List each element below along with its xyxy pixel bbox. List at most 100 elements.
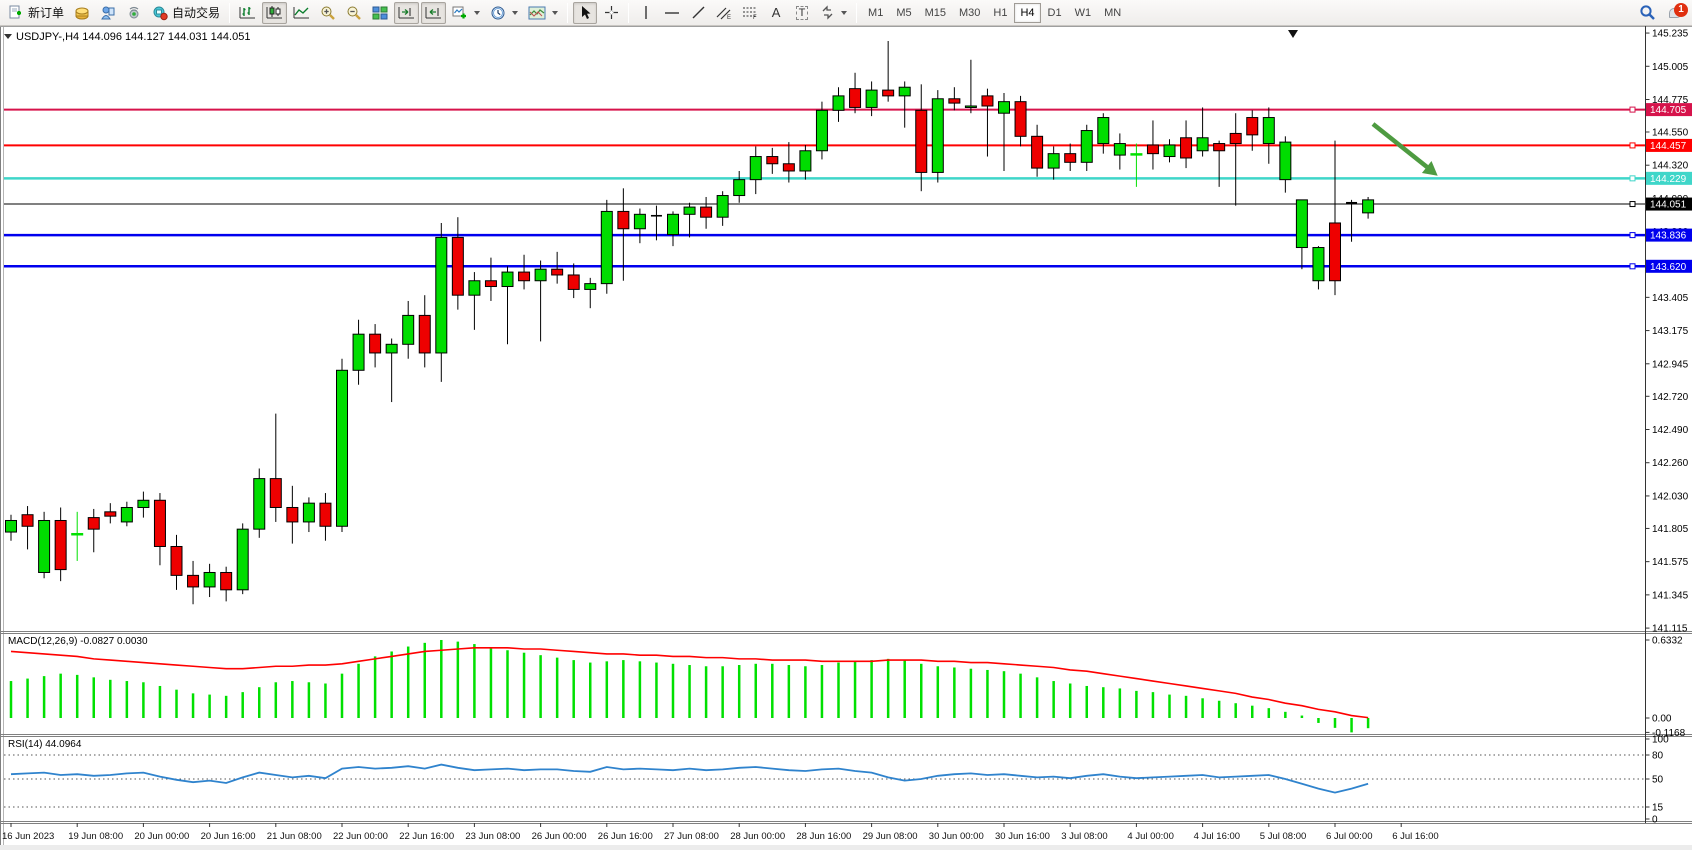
candle-down <box>551 268 564 276</box>
macd-histogram-bar <box>307 682 311 718</box>
auto-scroll-button[interactable] <box>394 1 420 24</box>
candlestick-mode-button[interactable] <box>262 1 288 24</box>
timeframe-button-H4[interactable]: H4 <box>1014 2 1041 23</box>
add-indicator-icon <box>452 6 467 19</box>
crosshair-tool-button[interactable] <box>599 2 623 24</box>
zoom-in-button[interactable] <box>316 2 340 24</box>
candle-up <box>1312 247 1325 282</box>
search-button[interactable] <box>1635 2 1660 24</box>
timeframe-button-MN[interactable]: MN <box>1104 6 1122 19</box>
candle-up <box>964 105 977 108</box>
chart-canvas[interactable]: 145.235 145.005 144.775 144.550 144.320 144.0… <box>0 26 1692 850</box>
text-label-tool-button[interactable]: T <box>790 2 814 24</box>
svg-text:F: F <box>753 15 757 20</box>
candle-down <box>104 511 117 517</box>
candle-down <box>153 499 166 547</box>
date-label: 29 Jun 08:00 <box>863 831 918 842</box>
candle-up <box>352 333 365 371</box>
candle-down <box>451 236 464 296</box>
candle-up <box>1295 199 1308 249</box>
macd-histogram-bar <box>1300 715 1304 718</box>
hline-handle[interactable] <box>1629 106 1636 113</box>
timeframe-button-M1[interactable]: M1 <box>868 6 884 19</box>
line-chart-mode-button[interactable] <box>289 2 314 24</box>
indicators-button[interactable] <box>448 2 484 24</box>
timeframe-button-W1[interactable]: W1 <box>1074 6 1092 19</box>
macd-histogram-bar <box>638 661 642 718</box>
macd-histogram-bar <box>920 663 923 718</box>
candle-up <box>733 179 746 197</box>
macd-label: MACD(12,26,9) -0.0827 0.0030 <box>8 636 148 647</box>
timeframe-button-M15[interactable]: M15 <box>924 6 946 19</box>
candle-up <box>435 236 448 354</box>
autotrading-button[interactable]: 自动交易 <box>148 2 224 24</box>
new-order-button[interactable]: 新订单 <box>4 2 68 24</box>
candle-down <box>882 89 895 97</box>
candle-up <box>302 502 315 523</box>
trendline-tool-button[interactable] <box>686 2 710 24</box>
market-watch-icon <box>101 6 115 19</box>
macd-histogram-bar <box>1135 690 1138 718</box>
price-tick-label: 145.235 <box>1652 29 1689 40</box>
horizontal-line-tool-button[interactable] <box>660 2 684 24</box>
hline-handle[interactable] <box>1629 232 1636 239</box>
chart-profile-button[interactable] <box>70 2 94 24</box>
timeframe-button-M30[interactable]: M30 <box>959 6 981 19</box>
fibonacci-tool-button[interactable]: F <box>738 2 762 24</box>
price-badge <box>1646 197 1692 211</box>
chart-shift-marker[interactable] <box>1288 30 1298 38</box>
window-bottom-strip <box>0 845 1692 850</box>
notifications-button[interactable]: 1 <box>1662 2 1688 24</box>
candle-up <box>584 283 597 290</box>
macd-histogram-bar <box>1333 718 1337 728</box>
channel-tool-button[interactable]: E <box>712 2 736 24</box>
dropdown-caret <box>841 10 848 15</box>
macd-histogram-bar <box>258 687 261 718</box>
timeframe-button-D1[interactable]: D1 <box>1047 6 1062 19</box>
macd-histogram-bar <box>506 650 509 718</box>
signal-icon <box>129 6 139 18</box>
price-tick-label: 143.405 <box>1652 293 1689 304</box>
timeframe-button-M5[interactable]: M5 <box>896 6 912 19</box>
vertical-line-tool-button[interactable] <box>634 2 658 24</box>
arrow-annotation-shaft[interactable] <box>1371 122 1429 169</box>
price-badge <box>1646 259 1692 273</box>
price-tick-label: 141.805 <box>1652 524 1689 535</box>
arrows-tool-button[interactable] <box>816 2 851 24</box>
candle-down <box>21 514 34 527</box>
date-label: 4 Jul 00:00 <box>1127 831 1173 842</box>
macd-histogram-bar <box>1085 685 1088 718</box>
text-tool-button[interactable]: A <box>764 2 788 24</box>
hline-handle[interactable] <box>1629 142 1636 149</box>
market-watch-button[interactable] <box>96 2 120 24</box>
periods-button[interactable] <box>486 2 522 24</box>
bar-chart-mode-button[interactable] <box>235 2 260 24</box>
arrow-annotation-head[interactable] <box>1421 160 1438 176</box>
templates-button[interactable] <box>524 2 562 24</box>
hline-handle[interactable] <box>1629 201 1636 208</box>
dropdown-caret <box>474 10 481 15</box>
candle-down <box>1064 153 1077 163</box>
chart-shift-button[interactable] <box>421 1 447 24</box>
price-badge-label: 144.051 <box>1650 200 1687 211</box>
date-label: 5 Jul 08:00 <box>1260 831 1306 842</box>
hline-handle[interactable] <box>1629 175 1636 182</box>
candle-down <box>319 502 332 527</box>
rsi-label: RSI(14) 44.0964 <box>8 739 82 750</box>
tile-windows-button[interactable] <box>368 2 392 24</box>
arrows-icon <box>822 5 833 20</box>
hline-handle[interactable] <box>1629 263 1636 270</box>
candle-down <box>170 545 183 576</box>
macd-histogram-bar <box>754 663 757 718</box>
chart-menu-icon[interactable] <box>4 34 12 39</box>
timeframe-button-H1[interactable]: H1 <box>993 6 1008 19</box>
cursor-tool-button[interactable] <box>573 1 598 24</box>
macd-histogram-bar <box>274 682 278 718</box>
zoom-out-button[interactable] <box>342 2 366 24</box>
crosshair-icon <box>604 6 618 19</box>
rsi-line <box>10 763 1369 794</box>
macd-histogram-bar <box>390 651 393 718</box>
signals-button[interactable] <box>122 2 146 24</box>
macd-histogram-bar <box>671 663 675 718</box>
chart-window[interactable]: 145.235 145.005 144.775 144.550 144.320 144.0… <box>0 26 1692 850</box>
